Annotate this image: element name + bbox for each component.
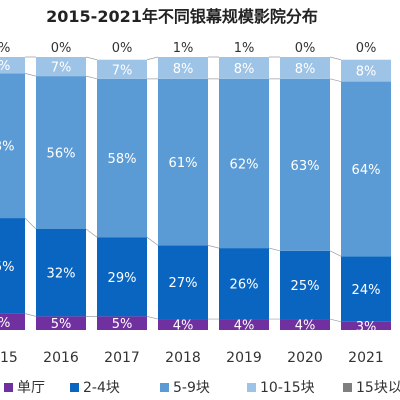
bar-segment [280,57,330,79]
data-label: 6% [0,316,10,331]
data-label: 26% [230,278,259,293]
trend-lines [24,56,342,323]
bar-segment [158,245,208,320]
data-label: 8% [295,62,316,77]
series-connector-line [24,73,342,82]
x-axis-ticks: 2015 2016 2017 2018 2019 2020 2021 [0,350,384,366]
data-label: 0% [295,41,316,56]
legend-label: 单厅 [17,380,45,396]
x-tick-label: 2020 [287,350,323,366]
data-label: 7% [112,63,133,78]
data-label: 61% [169,156,198,171]
data-label: 63% [291,159,320,174]
data-label: 4% [234,319,255,334]
legend-swatch [160,383,169,392]
x-tick-label: 2016 [43,350,79,366]
data-label: 6% [0,59,10,74]
data-label: 1% [234,41,255,56]
data-label: 53% [0,140,14,155]
bar-segment [219,248,269,320]
data-label: 0% [0,41,10,56]
data-label: 0% [51,41,72,56]
data-label: 4% [173,319,194,334]
data-label: 24% [352,283,381,298]
bar-segment [97,59,147,79]
bar-segment [36,76,86,229]
bar-segment [0,57,25,74]
data-label: 5% [51,317,72,332]
data-label: 4% [295,319,316,334]
chart-title: 2015-2021年不同银幕规模影院分布 [46,7,318,26]
data-label: 25% [291,279,320,294]
legend-swatch [247,383,256,392]
data-label: 27% [169,276,198,291]
legend: 单厅 2-4块 5-9块 10-15块 15块以上 [4,380,400,396]
data-label: 32% [47,267,76,282]
x-tick-label: 2019 [226,350,262,366]
bar-segment [97,237,147,317]
bar-segment [280,319,330,330]
data-label: 35% [0,260,14,275]
top-labels: 0% 0% 0% 1% 1% 0% 0% [0,41,376,56]
data-label: 29% [108,271,137,286]
x-tick-label: 2015 [0,350,18,366]
data-label: 8% [234,62,255,77]
data-label: 8% [356,65,377,80]
data-label: 8% [173,62,194,77]
bar-segment [36,228,86,317]
segment-labels: 6% 35% 53% 6% 5% 32% 56% 7% 5% 29% 58% 7% 4% 27% 61% 8%… [0,59,380,335]
bars [0,57,391,330]
bar-segment [158,78,208,246]
legend-label: 2-4块 [83,380,120,396]
bar-segment [97,316,147,330]
bar-segment [97,78,147,238]
bar-segment [341,256,391,322]
bar-segment [219,57,269,79]
bar-segment [219,319,269,330]
data-label: 3% [356,320,377,335]
legend-label: 10-15块 [260,380,315,396]
bar-segment [0,218,25,314]
legend-swatch [70,383,79,392]
bar-segment [0,73,25,219]
x-tick-label: 2021 [348,350,384,366]
x-tick-label: 2017 [104,350,140,366]
bar-segment [280,250,330,320]
bar-segment [36,316,86,330]
legend-label: 15块以上 [356,380,400,396]
data-label: 7% [51,61,72,76]
series-connector-line [24,313,342,323]
bar-segment [280,78,330,251]
series-connector-line [25,56,342,61]
data-label: 5% [112,317,133,332]
data-label: 0% [112,41,133,56]
bar-segment [158,57,208,79]
legend-swatch [343,383,352,392]
legend-swatch [4,383,13,392]
series-connector-line [24,217,342,257]
legend-label: 5-9块 [173,380,210,396]
data-label: 58% [108,152,137,167]
data-label: 0% [356,41,377,56]
bar-segment [341,59,391,82]
bar-segment [0,313,25,330]
x-tick-label: 2018 [165,350,201,366]
bar-segment [219,78,269,249]
data-label: 64% [352,163,381,178]
data-label: 62% [230,157,259,172]
bar-segment [341,81,391,257]
data-label: 1% [173,41,194,56]
data-label: 56% [47,147,76,162]
bar-segment [158,319,208,330]
bar-segment [36,57,86,77]
bar-segment [341,321,391,330]
